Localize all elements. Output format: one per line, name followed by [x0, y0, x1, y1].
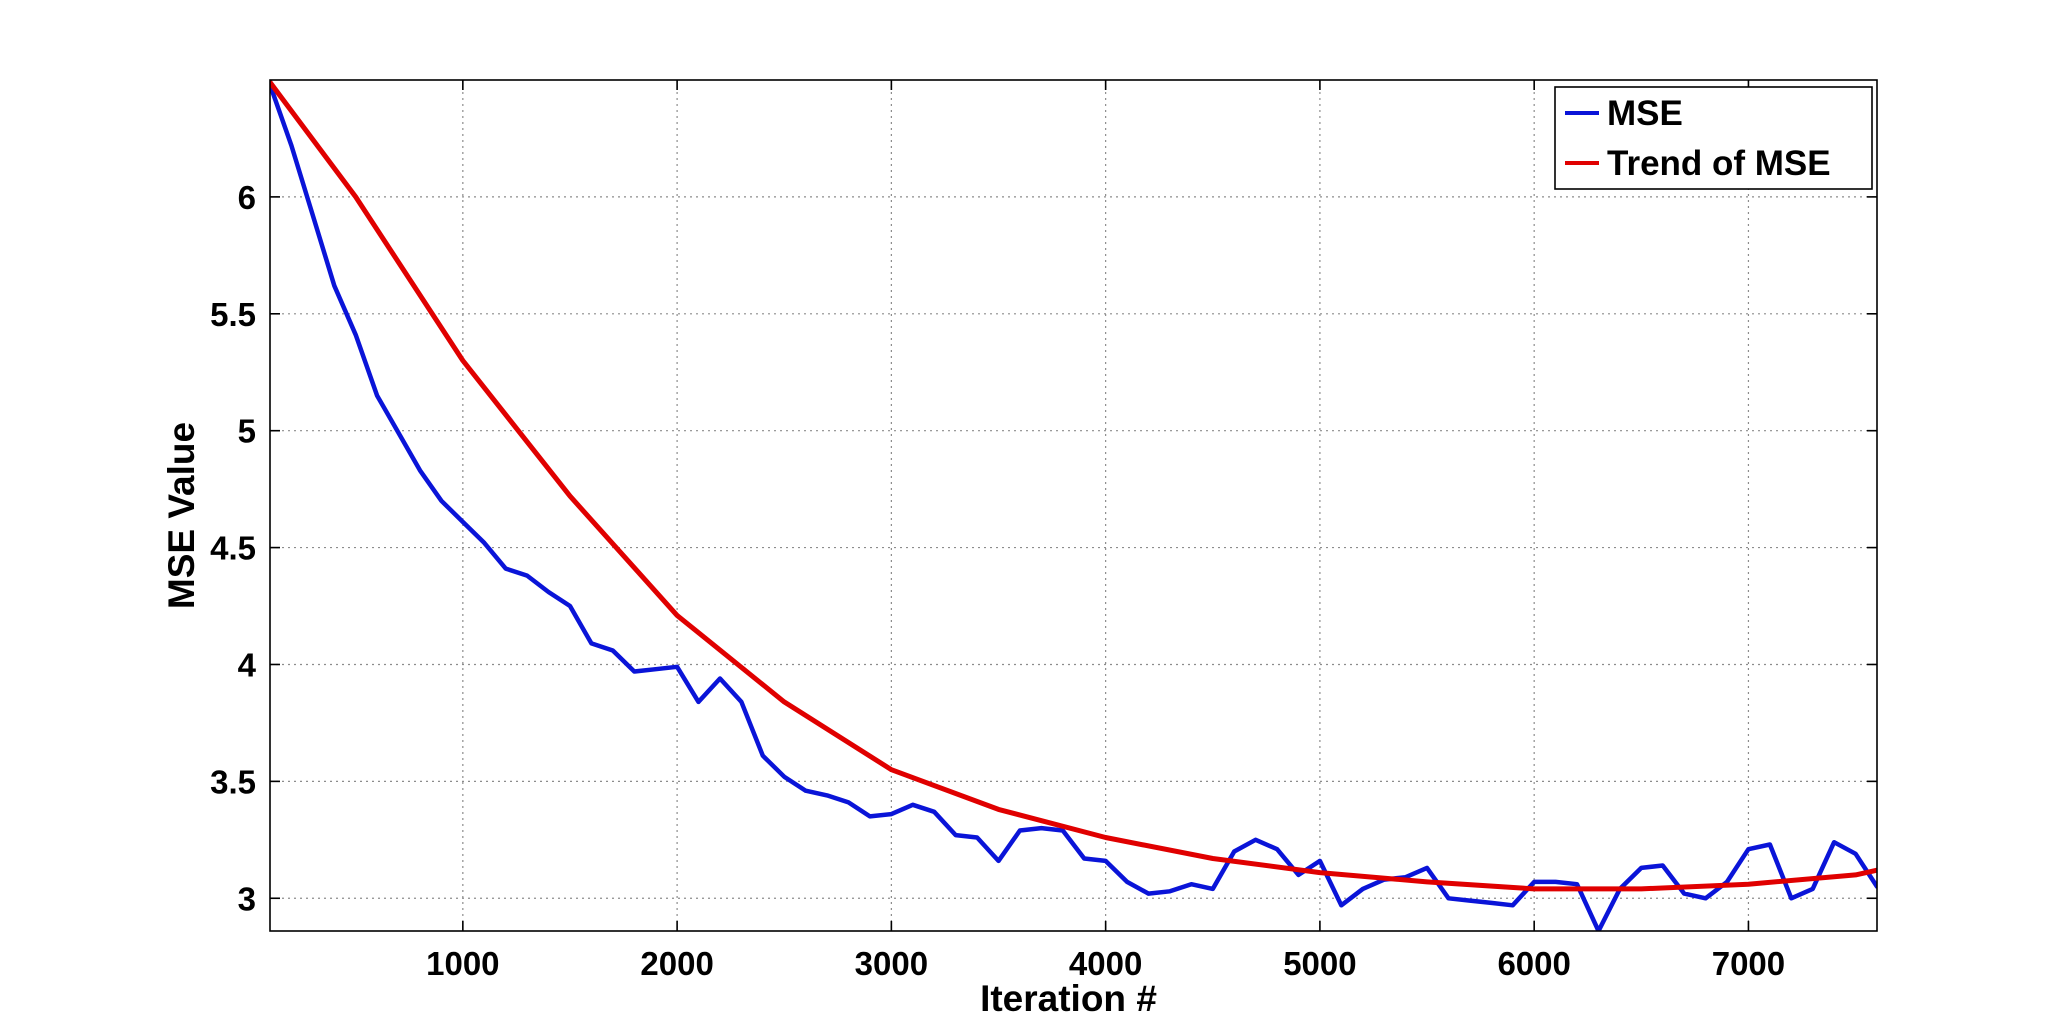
series-line-mse	[270, 82, 1877, 931]
y-axis-label: MSE Value	[161, 422, 202, 609]
x-tick-label: 3000	[855, 945, 928, 982]
x-tick-label: 4000	[1069, 945, 1142, 982]
tick-marks-and-labels: 1000 2000 3000 4000 5000 6000 7000 3 3.5 4 4.5 5 5.5…	[210, 80, 1877, 982]
legend-label-mse: MSE	[1607, 94, 1683, 133]
series-line-trend-of-mse	[270, 80, 1877, 892]
y-tick-label: 5.5	[210, 296, 256, 333]
y-tick-label: 4.5	[210, 530, 256, 567]
grid-lines	[270, 80, 1877, 931]
x-axis-label: Iteration #	[980, 978, 1157, 1019]
y-tick-label: 4	[238, 646, 257, 683]
x-tick-label: 6000	[1497, 945, 1570, 982]
plot-frame	[269, 79, 1878, 932]
legend-label-trend-of-mse: Trend of MSE	[1607, 144, 1831, 183]
x-tick-label: 5000	[1283, 945, 1356, 982]
x-tick-label: 7000	[1712, 945, 1785, 982]
x-tick-label: 2000	[640, 945, 713, 982]
y-tick-label: 6	[238, 179, 256, 216]
legend-box	[1554, 86, 1873, 190]
legend: MSE Trend of MSE	[1554, 86, 1873, 190]
series-lines	[270, 80, 1877, 931]
x-tick-label: 1000	[426, 945, 499, 982]
y-tick-label: 5	[238, 413, 256, 450]
y-tick-label: 3.5	[210, 763, 256, 800]
y-tick-label: 3	[238, 880, 256, 917]
